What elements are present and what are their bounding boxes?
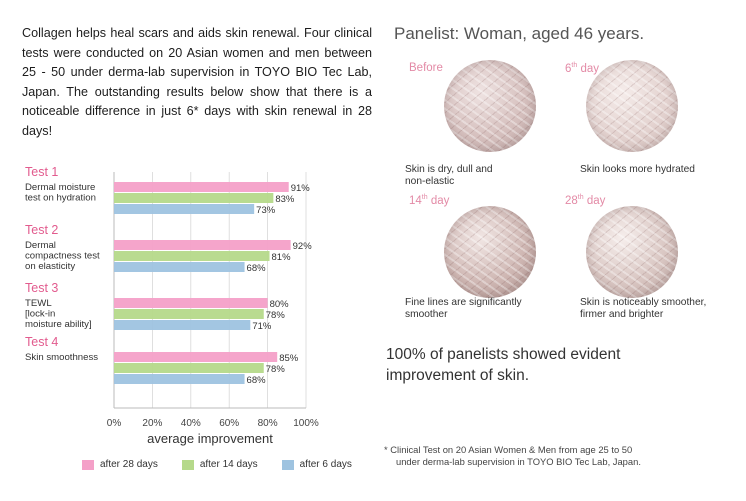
bar — [114, 204, 255, 214]
legend-swatch-28 — [82, 459, 94, 470]
photo-day-label: 14th day — [409, 194, 449, 207]
bar — [114, 182, 289, 192]
x-tick-label: 100% — [293, 418, 319, 429]
test-description: Dermal — [25, 240, 56, 251]
caption-line: Fine lines are significantly — [405, 297, 522, 308]
bar — [114, 262, 245, 272]
test-description: moisture ability] — [25, 319, 92, 330]
footnote-line-2: under derma-lab supervision in TOYO BIO … — [396, 456, 641, 467]
legend-after-28: after 28 days — [82, 459, 158, 470]
chart-legend: after 28 days after 14 days after 6 days — [82, 459, 352, 470]
legend-label-28: after 28 days — [100, 459, 158, 470]
bar-value-label: 92% — [293, 241, 313, 252]
test-description: TEWL — [25, 298, 52, 309]
x-tick-label: 80% — [258, 418, 278, 429]
x-tick-label: 20% — [142, 418, 162, 429]
footnote-line-1: * Clinical Test on 20 Asian Women & Men … — [384, 444, 633, 455]
day-suffix-sup: th — [577, 194, 584, 201]
day-word: day — [427, 194, 450, 207]
caption-line: Skin is noticeably smoother, — [580, 297, 707, 308]
photo-day-label: Before — [409, 62, 443, 74]
skin-photo — [444, 60, 536, 152]
legend-swatch-6 — [281, 459, 294, 470]
test-description: compactness test — [25, 251, 100, 262]
bar-value-label: 68% — [247, 263, 267, 274]
day-word: day — [577, 62, 599, 75]
x-axis-title: average improvement — [147, 431, 273, 446]
panelist-title: Panelist: Woman, aged 46 years. — [394, 24, 645, 43]
caption-line: smoother — [405, 309, 448, 320]
bar — [114, 193, 274, 203]
bar — [114, 251, 270, 261]
caption-line: firmer and brighter — [580, 309, 664, 320]
photo-caption: Skin is dry, dull and non-elastic — [405, 164, 493, 188]
skin-photo — [586, 206, 678, 298]
photo-caption: Skin looks more hydrated — [580, 164, 695, 176]
test-description: Skin smoothness — [25, 352, 98, 363]
improvement-bar-chart: 0% 20% 40% 60% 80% 100% average improvement Tes… — [25, 165, 319, 446]
day-number: 14 — [409, 194, 422, 207]
photo-caption: Skin is noticeably smoother, firmer and b… — [580, 297, 706, 321]
bar — [114, 298, 268, 308]
day-number: 6 — [565, 62, 572, 75]
bar-value-label: 81% — [272, 252, 292, 263]
footnote: * Clinical Test on 20 Asian Women & Men … — [384, 444, 724, 468]
x-tick-label: 60% — [219, 418, 239, 429]
day-word: day — [583, 194, 606, 207]
bar-value-label: 73% — [256, 205, 276, 216]
caption-line: Skin is dry, dull and — [405, 164, 493, 175]
test-description: Dermal moisture — [25, 182, 95, 193]
bar — [114, 374, 245, 384]
test-description: test on hydration — [25, 193, 96, 204]
bar — [114, 363, 264, 373]
bar-value-label: 78% — [266, 364, 286, 375]
bar-value-label: 78% — [266, 310, 286, 321]
bar-value-label: 68% — [247, 375, 267, 386]
bar-value-label: 80% — [270, 299, 290, 310]
caption-line: non-elastic — [405, 176, 455, 187]
legend-label-14: after 14 days — [199, 459, 258, 470]
bar — [114, 352, 278, 362]
bar-value-label: 83% — [275, 194, 295, 205]
skin-photo — [586, 60, 678, 152]
x-tick-label: 40% — [181, 418, 201, 429]
conclusion-text: 100% of panelists showed evident improve… — [386, 346, 621, 384]
test-title: Test 4 — [25, 335, 58, 349]
day-suffix-sup: th — [421, 194, 428, 201]
bar — [114, 240, 291, 250]
photo-day-label: 28th day — [565, 194, 605, 207]
caption-line: Skin looks more hydrated — [580, 164, 695, 175]
day-suffix-sup: th — [571, 62, 578, 69]
bar-value-label: 71% — [252, 321, 272, 332]
bar-value-label: 85% — [279, 353, 299, 364]
photo-caption: Fine lines are significantly smoother — [405, 297, 522, 321]
photo-day-label: 6th day — [565, 62, 599, 75]
test-description: on elasticity — [25, 261, 75, 272]
intro-paragraph: Collagen helps heal scars and aids skin … — [22, 26, 372, 138]
legend-swatch-14 — [181, 459, 194, 470]
test-title: Test 3 — [25, 281, 58, 295]
skin-photo — [444, 206, 536, 298]
test-title: Test 2 — [25, 223, 58, 237]
bar — [114, 320, 251, 330]
test-title: Test 1 — [25, 165, 58, 179]
x-tick-label: 0% — [107, 418, 122, 429]
bar — [114, 309, 264, 319]
legend-label-6: after 6 days — [299, 459, 352, 470]
day-number: Before — [409, 62, 443, 74]
legend-after-6: after 6 days — [281, 459, 352, 470]
legend-after-14: after 14 days — [181, 459, 258, 470]
day-number: 28 — [565, 194, 578, 207]
bar-value-label: 91% — [291, 183, 311, 194]
test-description: [lock-in — [25, 309, 55, 320]
